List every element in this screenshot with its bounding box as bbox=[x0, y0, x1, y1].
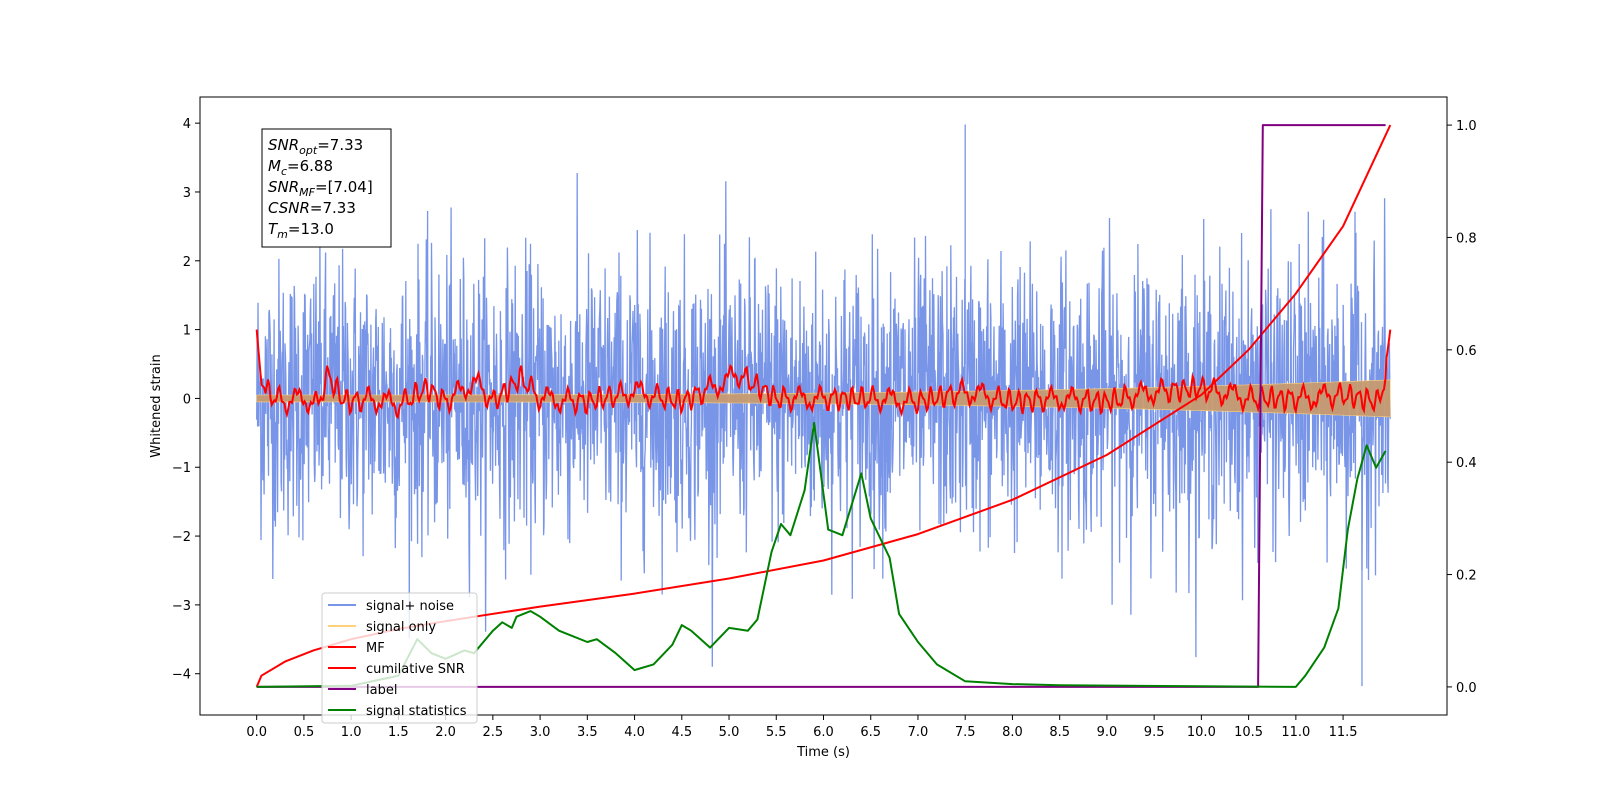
y-tick-label: 1 bbox=[183, 324, 191, 339]
legend-label: label bbox=[366, 683, 397, 698]
y2-tick-label: 1.0 bbox=[1456, 119, 1477, 134]
y-axis-right: 1.0 0.8 0.6 0.4 0.2 0.0 bbox=[1447, 119, 1477, 696]
y2-tick-label: 0.8 bbox=[1456, 231, 1477, 246]
x-tick-label: 9.0 bbox=[1097, 725, 1118, 740]
y-tick-label: 0 bbox=[183, 392, 191, 407]
legend-label: signal+ noise bbox=[366, 599, 454, 614]
x-tick-label: 0.0 bbox=[246, 725, 267, 740]
x-tick-label: 5.5 bbox=[766, 725, 787, 740]
x-tick-label: 8.0 bbox=[1002, 725, 1023, 740]
x-tick-label: 7.0 bbox=[908, 725, 929, 740]
series-cumulative-snr bbox=[255, 124, 1392, 688]
x-tick-label: 2.0 bbox=[435, 725, 456, 740]
x-tick-label: 10.0 bbox=[1187, 725, 1216, 740]
x-axis: 0.0 0.5 1.0 1.5 2.0 2.5 3.0 3.5 4.0 4.5 5.0 5.5 6.0 6… bbox=[246, 715, 1358, 740]
annotation-frame bbox=[261, 128, 392, 248]
y-tick-label: −4 bbox=[172, 668, 191, 683]
x-tick-label: 10.5 bbox=[1234, 725, 1263, 740]
series-label bbox=[256, 124, 1386, 688]
series-mf bbox=[255, 329, 1392, 420]
annotation-line: SNRopt=7.33 bbox=[268, 136, 363, 157]
y-tick-label: −1 bbox=[172, 461, 191, 476]
y-tick-label: 3 bbox=[183, 186, 191, 201]
y2-tick-label: 0.2 bbox=[1456, 569, 1477, 584]
legend: signal+ noise signal only MF cumilative SNR… bbox=[321, 592, 478, 724]
y2-tick-label: 0.0 bbox=[1456, 681, 1477, 696]
y-axis-left: 4 3 2 1 0 −1 −2 −3 −4 bbox=[172, 117, 200, 683]
x-tick-label: 11.0 bbox=[1281, 725, 1310, 740]
annotation-line: CSNR=7.33 bbox=[268, 199, 356, 217]
series-signal-statistics bbox=[256, 421, 1387, 688]
y2-tick-label: 0.6 bbox=[1456, 344, 1477, 359]
x-axis-label: Time (s) bbox=[796, 745, 850, 760]
plot-area bbox=[255, 124, 1392, 688]
legend-frame bbox=[321, 592, 478, 724]
x-tick-label: 3.0 bbox=[530, 725, 551, 740]
x-tick-label: 4.0 bbox=[624, 725, 645, 740]
x-tick-label: 3.5 bbox=[577, 725, 598, 740]
legend-label: MF bbox=[366, 641, 385, 656]
y-tick-label: 2 bbox=[183, 255, 191, 270]
y2-tick-label: 0.4 bbox=[1456, 456, 1477, 471]
annotation-line: Mc=6.88 bbox=[268, 157, 333, 178]
annotation-line: Tm=13.0 bbox=[268, 220, 334, 241]
x-tick-label: 4.5 bbox=[671, 725, 692, 740]
x-tick-label: 6.0 bbox=[813, 725, 834, 740]
y-tick-label: 4 bbox=[183, 117, 191, 132]
annotation-line: SNRMF=[7.04] bbox=[268, 178, 373, 199]
x-tick-label: 8.5 bbox=[1049, 725, 1070, 740]
x-tick-label: 7.5 bbox=[955, 725, 976, 740]
legend-label: signal only bbox=[366, 620, 436, 635]
x-tick-label: 11.5 bbox=[1329, 725, 1358, 740]
series-signal-noise bbox=[256, 172, 1391, 667]
x-tick-label: 2.5 bbox=[483, 725, 504, 740]
x-tick-label: 0.5 bbox=[294, 725, 315, 740]
legend-label: signal statistics bbox=[366, 704, 467, 719]
x-tick-label: 5.0 bbox=[719, 725, 740, 740]
legend-label: cumilative SNR bbox=[366, 662, 465, 677]
x-tick-label: 6.5 bbox=[860, 725, 881, 740]
x-tick-label: 1.5 bbox=[388, 725, 409, 740]
y-tick-label: −2 bbox=[172, 530, 191, 545]
y-axis-label: Whitened strain bbox=[149, 354, 164, 457]
x-tick-label: 1.0 bbox=[341, 725, 362, 740]
x-tick-label: 9.5 bbox=[1144, 725, 1165, 740]
y-tick-label: −3 bbox=[172, 599, 191, 614]
